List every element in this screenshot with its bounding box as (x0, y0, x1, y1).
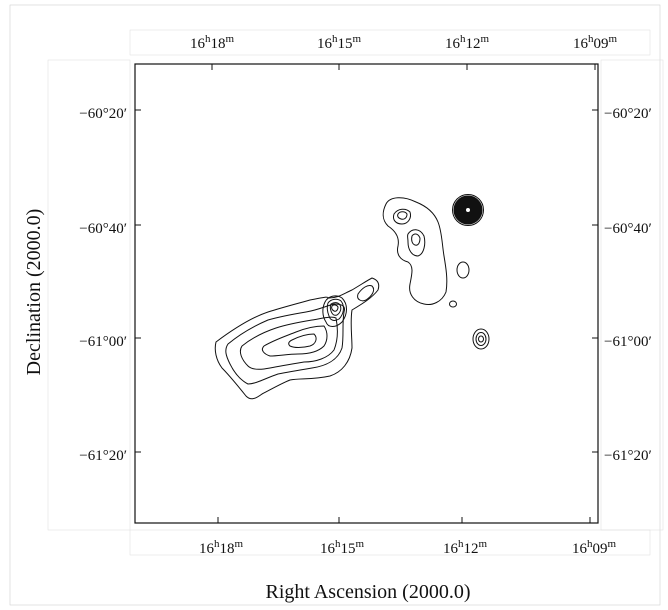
contour-complex-knot-a2 (397, 211, 408, 220)
contour-complex-knot-b2 (411, 233, 421, 246)
contour-level-4 (261, 325, 328, 357)
right-tick-label: −60°40′ (604, 221, 652, 237)
contour-level-3 (239, 316, 338, 370)
right-label-box (600, 59, 664, 531)
bottom-tick-label: 16h18m (199, 538, 244, 557)
bottom-tick-label: 16h15m (320, 538, 365, 557)
top-tick-label: 16h15m (317, 33, 362, 52)
x-axis-title: Right Ascension (2000.0) (266, 581, 471, 603)
contour-level-5 (288, 333, 317, 348)
small-source-outer (472, 328, 490, 350)
left-tick-labels: −60°20′ −60°40′ −61°00′ −61°20′ (79, 106, 127, 464)
top-tick-labels: 16h18m 16h15m 16h12m 16h09m (190, 33, 618, 52)
left-label-box (47, 59, 131, 531)
contour-elongation (357, 285, 375, 302)
small-source-mid (475, 332, 487, 346)
bottom-tick-label: 16h09m (572, 538, 617, 557)
contour-rim-knot-4 (331, 304, 339, 312)
top-tick-label: 16h12m (445, 33, 490, 52)
bottom-tick-label: 16h12m (443, 538, 488, 557)
y-axis-title: Declination (2000.0) (23, 209, 45, 376)
contour-complex-knot-a (393, 208, 411, 225)
left-tick-label: −60°20′ (79, 106, 127, 122)
top-tick-label: 16h09m (573, 33, 618, 52)
point-source-center (466, 208, 470, 212)
tick-marks (135, 64, 598, 523)
bottom-label-box (129, 529, 651, 556)
bottom-tick-labels: 16h18m 16h15m 16h12m 16h09m (199, 538, 617, 557)
bright-point-source (452, 194, 484, 226)
small-source (472, 328, 490, 350)
right-tick-label: −61°20′ (604, 448, 652, 464)
contour-complex-outer (382, 197, 448, 305)
right-tick-label: −61°00′ (604, 334, 652, 350)
small-source-inner (478, 335, 484, 343)
outer-frame (9, 4, 661, 606)
plot-frame (134, 63, 599, 524)
top-tick-label: 16h18m (190, 33, 235, 52)
contour-tiny-blob (449, 300, 457, 308)
contours-northern-complex (382, 197, 470, 308)
right-tick-labels: −60°20′ −60°40′ −61°00′ −61°20′ (604, 106, 652, 464)
contour-level-2 (225, 303, 345, 385)
contour-level-1 (214, 277, 380, 400)
contour-complex-knot-b (407, 229, 426, 257)
contours-extended-nebula (214, 277, 380, 400)
contour-rim-knot (322, 295, 347, 327)
left-tick-label: −61°20′ (79, 448, 127, 464)
point-source-ring (452, 194, 484, 226)
left-tick-label: −60°40′ (79, 221, 127, 237)
right-tick-label: −60°20′ (604, 106, 652, 122)
contour-rim-knot-2 (326, 298, 344, 321)
contour-small-blob (456, 261, 470, 279)
left-tick-label: −61°00′ (79, 334, 127, 350)
contour-rim-knot-3 (329, 302, 342, 316)
top-label-box (129, 29, 651, 56)
